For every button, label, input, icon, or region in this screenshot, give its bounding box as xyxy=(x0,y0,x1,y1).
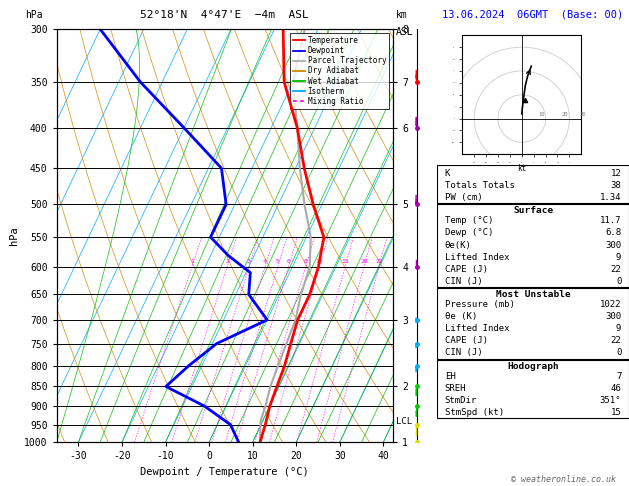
Text: Pressure (mb): Pressure (mb) xyxy=(445,300,515,309)
Text: CIN (J): CIN (J) xyxy=(445,277,482,286)
Text: Lifted Index: Lifted Index xyxy=(445,324,509,333)
Text: θe(K): θe(K) xyxy=(445,241,472,249)
Text: 20: 20 xyxy=(562,112,568,117)
X-axis label: Dewpoint / Temperature (°C): Dewpoint / Temperature (°C) xyxy=(140,467,309,477)
Text: θe (K): θe (K) xyxy=(445,312,477,321)
Text: 25: 25 xyxy=(375,259,382,264)
Text: 22: 22 xyxy=(611,336,621,345)
Text: Totals Totals: Totals Totals xyxy=(445,181,515,190)
Text: 52°18'N  4°47'E  −4m  ASL: 52°18'N 4°47'E −4m ASL xyxy=(140,10,309,19)
Text: 7: 7 xyxy=(616,372,621,381)
Text: Lifted Index: Lifted Index xyxy=(445,253,509,261)
Text: 351°: 351° xyxy=(600,396,621,405)
Text: 0: 0 xyxy=(616,277,621,286)
Y-axis label: hPa: hPa xyxy=(9,226,18,245)
Text: hPa: hPa xyxy=(25,10,43,19)
Text: LCL: LCL xyxy=(396,417,413,426)
Text: 0: 0 xyxy=(616,348,621,357)
Text: K: K xyxy=(445,169,450,178)
Text: Hodograph: Hodograph xyxy=(507,362,559,370)
Text: 3: 3 xyxy=(247,259,251,264)
Text: CAPE (J): CAPE (J) xyxy=(445,264,488,274)
Text: 8: 8 xyxy=(304,259,308,264)
Text: Temp (°C): Temp (°C) xyxy=(445,216,493,226)
Text: © weatheronline.co.uk: © weatheronline.co.uk xyxy=(511,474,616,484)
Text: StmSpd (kt): StmSpd (kt) xyxy=(445,408,504,417)
Text: StmDir: StmDir xyxy=(445,396,477,405)
Text: EH: EH xyxy=(445,372,455,381)
Text: CAPE (J): CAPE (J) xyxy=(445,336,488,345)
Text: 300: 300 xyxy=(605,241,621,249)
Text: 15: 15 xyxy=(611,408,621,417)
Text: km: km xyxy=(396,10,408,19)
Text: 11.7: 11.7 xyxy=(600,216,621,226)
Text: 6.8: 6.8 xyxy=(605,228,621,238)
Text: Surface: Surface xyxy=(513,206,553,215)
Text: 10: 10 xyxy=(316,259,323,264)
Text: 30: 30 xyxy=(579,112,586,117)
Text: ASL: ASL xyxy=(396,27,414,36)
X-axis label: kt: kt xyxy=(517,164,526,174)
Text: CIN (J): CIN (J) xyxy=(445,348,482,357)
Text: 2: 2 xyxy=(225,259,229,264)
Text: PW (cm): PW (cm) xyxy=(445,193,482,202)
Text: Most Unstable: Most Unstable xyxy=(496,290,571,299)
Text: 20: 20 xyxy=(360,259,367,264)
Text: 300: 300 xyxy=(605,312,621,321)
Text: 1022: 1022 xyxy=(600,300,621,309)
Text: SREH: SREH xyxy=(445,384,466,393)
Text: 1.34: 1.34 xyxy=(600,193,621,202)
Text: 9: 9 xyxy=(616,253,621,261)
Text: 10: 10 xyxy=(538,112,544,117)
Text: Dewp (°C): Dewp (°C) xyxy=(445,228,493,238)
Text: 4: 4 xyxy=(263,259,267,264)
Text: 46: 46 xyxy=(611,384,621,393)
Text: 5: 5 xyxy=(276,259,280,264)
Text: 13.06.2024  06GMT  (Base: 00): 13.06.2024 06GMT (Base: 00) xyxy=(442,10,624,19)
Text: 9: 9 xyxy=(616,324,621,333)
Text: 22: 22 xyxy=(611,264,621,274)
Text: 38: 38 xyxy=(611,181,621,190)
Text: 1: 1 xyxy=(190,259,194,264)
Legend: Temperature, Dewpoint, Parcel Trajectory, Dry Adiabat, Wet Adiabat, Isotherm, Mi: Temperature, Dewpoint, Parcel Trajectory… xyxy=(290,33,389,109)
Text: 15: 15 xyxy=(342,259,349,264)
Text: 12: 12 xyxy=(611,169,621,178)
Text: 6: 6 xyxy=(287,259,291,264)
